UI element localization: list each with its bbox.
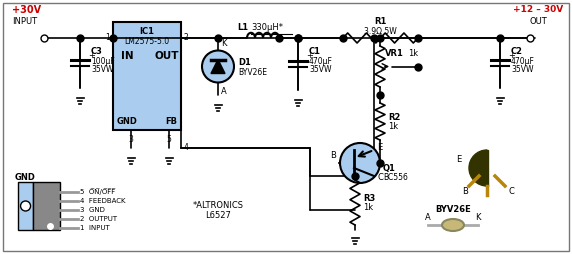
Text: GND: GND [117,118,137,126]
Bar [18,182,33,230]
Text: +30V: +30V [12,5,41,15]
Text: R3: R3 [363,194,375,203]
Circle shape [21,201,30,211]
Text: 2: 2 [184,34,189,42]
Text: E: E [377,144,382,152]
Bar [113,22,181,130]
Text: +12 – 30V: +12 – 30V [513,6,563,14]
Wedge shape [469,150,487,186]
Text: 3  GND: 3 GND [80,207,105,213]
Text: 100μF: 100μF [91,56,115,66]
Circle shape [340,143,380,183]
Text: E: E [456,155,462,165]
Text: FB: FB [165,118,177,126]
Circle shape [202,51,234,83]
Text: 1: 1 [105,34,110,42]
Text: 3.9Ω 5W: 3.9Ω 5W [364,26,397,36]
Text: K: K [221,39,227,47]
Text: 35VW: 35VW [309,66,332,74]
Text: +: + [89,51,96,59]
Text: BYV26E: BYV26E [435,204,471,214]
Text: Q1: Q1 [383,164,396,172]
Text: GND: GND [15,172,36,182]
Text: 470μF: 470μF [309,56,333,66]
Text: IN: IN [121,51,133,61]
Ellipse shape [442,219,464,231]
Text: 1k: 1k [363,203,373,212]
Text: OUT: OUT [529,18,547,26]
Text: +: + [509,51,515,59]
Text: +: + [307,52,313,60]
Text: B: B [330,151,336,160]
Text: 5: 5 [166,135,172,144]
Text: BC556: BC556 [383,172,408,182]
Text: 5  O̅N̅/O̅F̅F̅: 5 O̅N̅/O̅F̅F̅ [80,189,115,195]
Text: 35VW: 35VW [511,66,534,74]
Text: R1: R1 [374,18,387,26]
Text: 35VW: 35VW [91,66,113,74]
Text: C: C [377,173,383,183]
Text: *ALTRONICS: *ALTRONICS [193,200,244,210]
Text: IC1: IC1 [140,27,154,37]
Text: A: A [221,87,227,96]
Text: L1: L1 [237,24,248,33]
Text: 1  INPUT: 1 INPUT [80,225,110,231]
Text: B: B [462,186,468,196]
Text: VR1: VR1 [385,50,404,58]
Text: C1: C1 [309,47,321,56]
Text: OUT: OUT [155,51,179,61]
Text: C2: C2 [511,47,523,56]
Text: 4  FEEDBACK: 4 FEEDBACK [80,198,125,204]
Text: R2: R2 [388,113,400,122]
Bar [486,150,488,186]
Text: LM2575-5.0: LM2575-5.0 [125,37,169,45]
Text: K: K [475,213,480,221]
Text: 470μF: 470μF [511,56,535,66]
Text: D1: D1 [238,58,251,67]
Text: C: C [508,186,514,196]
Text: L6527: L6527 [205,212,231,220]
Text: A: A [425,213,431,221]
Text: 4: 4 [184,144,189,152]
Text: 3: 3 [129,135,133,144]
Text: INPUT: INPUT [12,18,37,26]
Text: C3: C3 [91,47,103,56]
Polygon shape [211,59,225,73]
Text: BYV26E: BYV26E [238,68,267,77]
Text: 1k: 1k [408,50,418,58]
Text: 1k: 1k [388,122,398,131]
Text: 2  OUTPUT: 2 OUTPUT [80,216,117,222]
Bar [33,182,60,230]
Text: 330μH*: 330μH* [251,24,283,33]
